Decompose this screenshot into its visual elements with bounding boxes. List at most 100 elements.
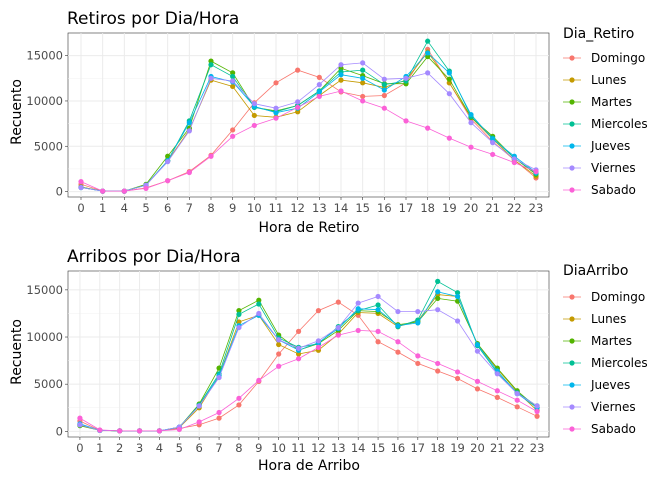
series-line-sabado — [79, 329, 538, 432]
data-point — [415, 320, 421, 326]
data-point — [395, 349, 401, 355]
y-axis-title: Recuento — [9, 79, 25, 145]
data-point — [236, 308, 242, 314]
data-point — [143, 185, 149, 191]
data-point — [335, 324, 341, 331]
data-point — [236, 395, 242, 401]
legend-label-sabado: Sabado — [591, 422, 636, 436]
data-point — [230, 127, 236, 133]
data-point — [295, 328, 302, 334]
x-tick-label: 16 — [391, 441, 406, 455]
x-tick-label: 22 — [507, 201, 522, 215]
data-point — [494, 394, 500, 400]
data-point — [360, 80, 366, 86]
legend: DiaArribo Domingo Lunes Martes Miercoles Jue… — [563, 263, 648, 436]
data-point — [335, 299, 341, 305]
data-point — [165, 159, 171, 165]
x-axis-title: Hora de Retiro — [259, 220, 360, 236]
data-point — [425, 70, 431, 76]
data-point — [216, 409, 222, 416]
data-point — [338, 77, 344, 83]
data-point — [534, 403, 540, 409]
x-tick-label: 20 — [464, 201, 479, 215]
plot-background — [67, 270, 550, 438]
data-point — [77, 422, 83, 428]
x-tick-label: 18 — [430, 441, 445, 455]
data-point — [454, 318, 461, 324]
x-tick-label: 22 — [510, 441, 525, 455]
data-point — [468, 111, 474, 118]
data-point — [186, 120, 192, 126]
y-tick-label: 15000 — [26, 283, 63, 297]
data-point — [186, 128, 192, 134]
x-tick-label: 2 — [116, 441, 123, 455]
data-point — [355, 300, 361, 306]
x-tick-label: 16 — [377, 201, 392, 215]
data-point — [490, 136, 496, 142]
x-tick-label: 19 — [442, 201, 457, 215]
data-point — [355, 306, 361, 312]
data-point — [338, 62, 344, 68]
x-tick-label: 0 — [76, 441, 83, 455]
legend-label-jueves: Jueves — [590, 139, 630, 153]
x-tick-label: 4 — [156, 441, 163, 455]
x-tick-label: 5 — [176, 441, 183, 455]
y-tick-label: 15000 — [26, 49, 63, 63]
legend-label-miercoles: Miercoles — [591, 356, 648, 370]
data-point — [375, 293, 381, 300]
data-point — [468, 144, 474, 150]
legend-label-viernes: Viernes — [591, 161, 636, 175]
legend-label-miercoles: Miercoles — [591, 117, 648, 131]
data-point — [494, 371, 500, 377]
plot-background — [67, 32, 550, 198]
data-point — [355, 327, 361, 334]
x-tick-label: 23 — [530, 441, 545, 455]
data-point — [474, 378, 481, 384]
data-point — [208, 75, 214, 81]
x-tick-label: 8 — [207, 201, 214, 215]
data-point — [121, 188, 127, 194]
data-point — [256, 301, 262, 307]
data-point — [273, 105, 279, 111]
data-point — [381, 92, 387, 99]
data-point — [208, 58, 214, 64]
data-point — [251, 112, 257, 119]
data-point — [117, 428, 123, 434]
data-point — [435, 289, 441, 295]
data-point — [276, 337, 282, 343]
data-point — [534, 413, 540, 419]
data-point — [316, 74, 322, 80]
x-tick-label: 14 — [334, 201, 349, 215]
x-axis-title: Hora de Arribo — [258, 458, 360, 474]
data-point — [208, 153, 214, 159]
x-tick-label: 23 — [529, 201, 544, 215]
legend-label-sabado: Sabado — [591, 183, 636, 197]
data-point — [403, 118, 409, 124]
data-point — [295, 345, 302, 351]
x-tick-label: 3 — [136, 441, 143, 455]
data-point — [273, 80, 279, 86]
legend-key-point — [569, 121, 575, 127]
data-point — [454, 369, 461, 375]
data-point — [425, 53, 431, 60]
data-point — [446, 70, 452, 76]
data-point — [315, 344, 322, 350]
data-point — [468, 120, 474, 126]
data-point — [186, 169, 192, 176]
data-point — [534, 408, 540, 415]
legend-key-point — [569, 338, 575, 344]
data-point — [490, 151, 496, 158]
data-point — [494, 388, 500, 394]
x-tick-labels: 0 1 4 5 6 7 8 9 10 11 12 13 14 15 16 17 18 19 20 21 22 23 — [77, 197, 543, 215]
data-point — [276, 351, 282, 357]
x-tick-label: 10 — [247, 201, 262, 215]
data-point — [208, 62, 214, 68]
series-group — [77, 278, 540, 434]
data-point — [236, 319, 242, 325]
data-point — [375, 307, 381, 313]
series-line-viernes — [80, 62, 537, 192]
data-point — [230, 73, 236, 80]
x-tick-label: 21 — [490, 441, 505, 455]
